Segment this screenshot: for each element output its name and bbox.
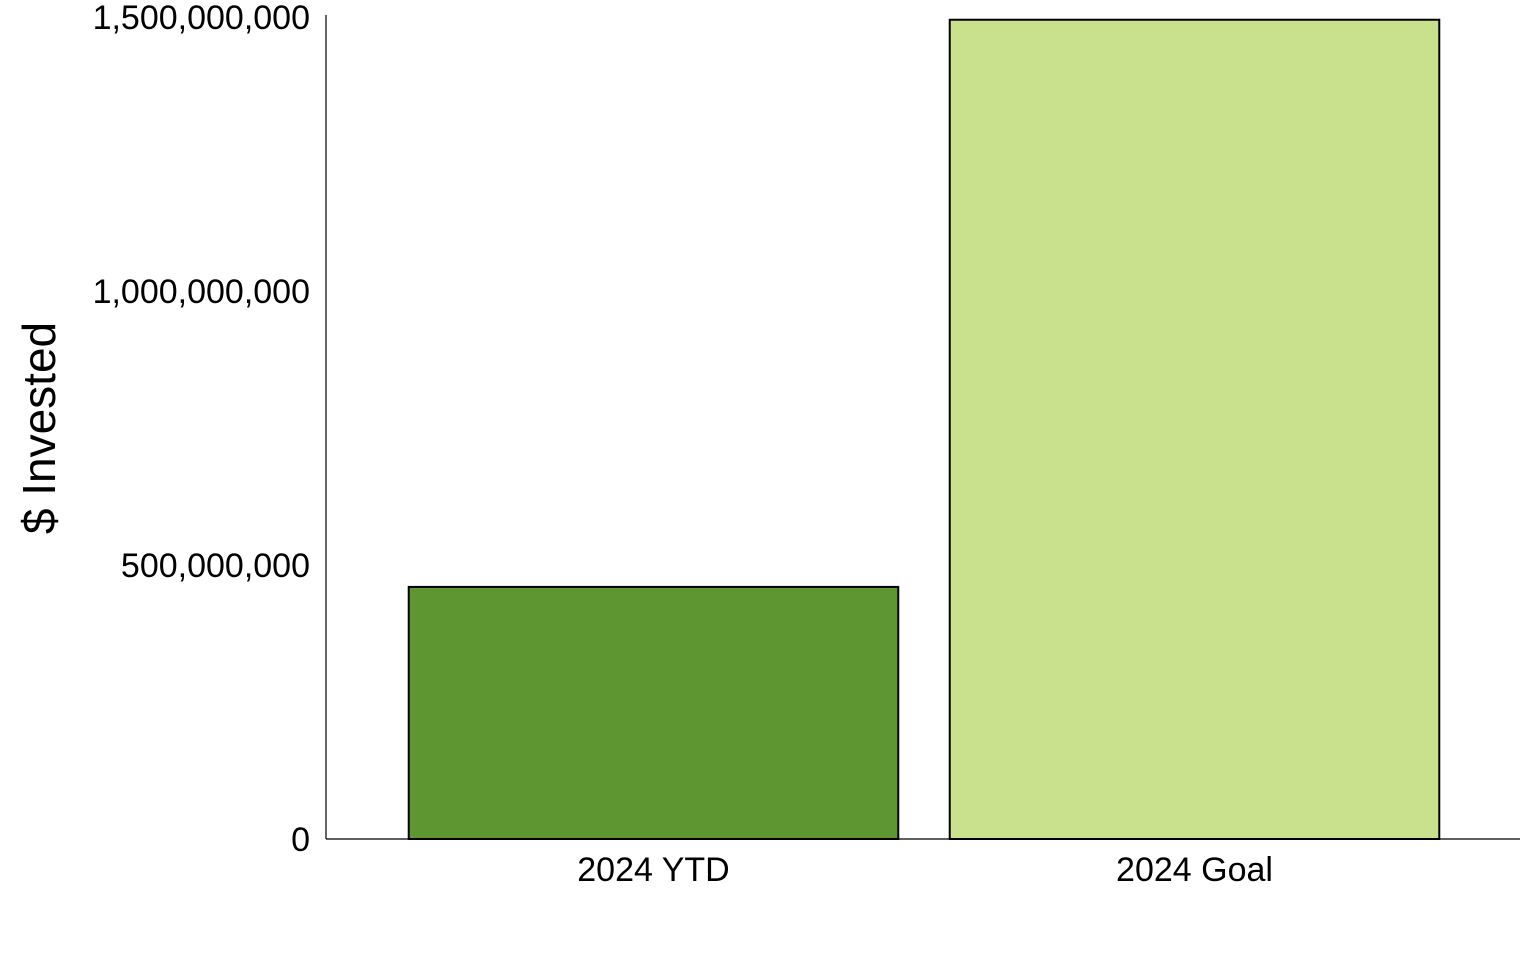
y-tick-label: 1,000,000,000	[93, 273, 310, 311]
bars-group	[407, 18, 1441, 841]
y-tick-labels: 0 500,000,000 1,000,000,000 1,500,000,000	[93, 0, 310, 859]
y-tick-label: 0	[291, 821, 310, 859]
bar-2024-goal	[948, 18, 1441, 841]
bar-2024-ytd	[407, 585, 900, 840]
x-tick-label: 2024 Goal	[1116, 851, 1273, 889]
x-tick-labels: 2024 YTD 2024 Goal	[577, 851, 1273, 889]
y-axis-title: $ Invested	[13, 322, 65, 534]
x-tick-label: 2024 YTD	[577, 851, 729, 889]
y-tick-label: 1,500,000,000	[93, 0, 310, 37]
y-tick-label: 500,000,000	[121, 547, 310, 585]
